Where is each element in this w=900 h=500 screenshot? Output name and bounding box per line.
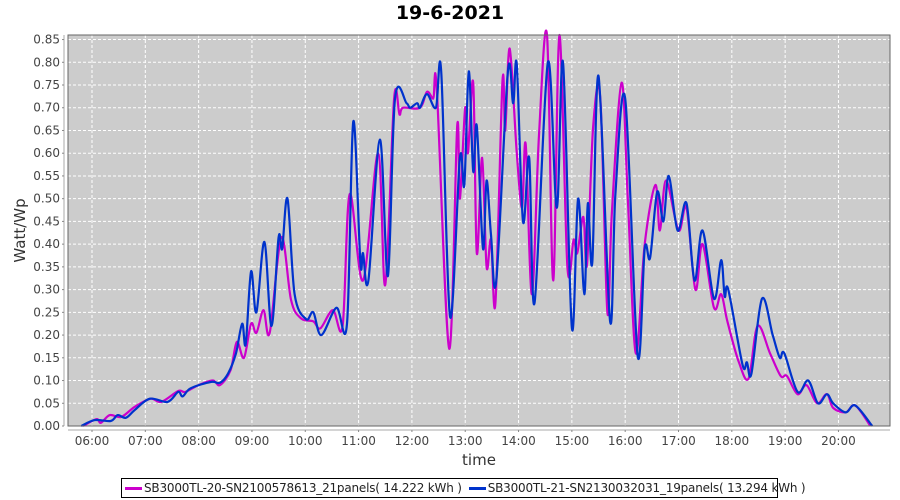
line-chart: 0.00 0.05 0.10 0.15 0.20 0.25 0.30 0.35 0.40 0.45…	[11, 29, 891, 469]
x-axis: 06:00 07:00 08:00 09:00 10:00 11:00 12:00 13:00…	[68, 429, 890, 448]
y-tick-label: 0.10	[33, 374, 60, 388]
x-tick-label: 08:00	[181, 434, 216, 448]
y-tick-label: 0.50	[33, 192, 60, 206]
legend-swatch	[468, 486, 486, 490]
y-tick-label: 0.75	[33, 78, 60, 92]
legend: SB3000TL-20-SN2100578613_21panels( 14.22…	[121, 478, 806, 498]
y-axis: 0.00 0.05 0.10 0.15 0.20 0.25 0.30 0.35 0.40 0.45…	[33, 33, 65, 433]
x-tick-label: 15:00	[555, 434, 590, 448]
x-tick-label: 10:00	[288, 434, 323, 448]
y-tick-label: 0.00	[33, 419, 60, 433]
plot-border	[67, 34, 891, 427]
legend-swatch	[125, 486, 142, 490]
y-tick-label: 0.40	[33, 237, 60, 251]
y-tick-label: 0.60	[33, 146, 60, 160]
y-tick-label: 0.35	[33, 260, 60, 274]
x-tick-label: 11:00	[341, 434, 376, 448]
x-tick-label: 14:00	[501, 434, 536, 448]
x-tick-label: 13:00	[448, 434, 483, 448]
chart-title: 19-6-2021	[395, 2, 505, 24]
y-tick-label: 0.25	[33, 305, 60, 319]
legend-label: SB3000TL-21-SN2130032031_19panels( 13.29…	[487, 481, 806, 495]
x-tick-label: 19:00	[768, 434, 803, 448]
x-tick-label: 18:00	[715, 434, 750, 448]
y-tick-label: 0.80	[33, 55, 60, 69]
x-axis-label: time	[462, 451, 496, 469]
y-tick-label: 0.15	[33, 351, 60, 365]
y-tick-label: 0.55	[33, 169, 60, 183]
y-axis-label: Watt/Wp	[11, 198, 29, 262]
legend-item-sb3000tl-20: SB3000TL-20-SN2100578613_21panels( 14.22…	[125, 481, 462, 495]
series-line-1	[80, 59, 874, 428]
y-tick-label: 0.05	[33, 396, 60, 410]
x-tick-label: 20:00	[821, 434, 856, 448]
x-tick-label: 17:00	[661, 434, 696, 448]
x-tick-label: 12:00	[395, 434, 430, 448]
x-tick-label: 06:00	[75, 434, 110, 448]
y-tick-label: 0.70	[33, 101, 60, 115]
x-tick-label: 16:00	[608, 434, 643, 448]
legend-item-sb3000tl-21: SB3000TL-21-SN2130032031_19panels( 13.29…	[468, 481, 806, 495]
y-tick-label: 0.20	[33, 328, 60, 342]
y-tick-label: 0.45	[33, 214, 60, 228]
x-tick-label: 09:00	[235, 434, 270, 448]
y-tick-label: 0.85	[33, 33, 60, 47]
y-tick-label: 0.65	[33, 123, 60, 137]
x-tick-label: 07:00	[128, 434, 163, 448]
legend-label: SB3000TL-20-SN2100578613_21panels( 14.22…	[144, 481, 462, 495]
y-tick-label: 0.30	[33, 283, 60, 297]
series-lines	[80, 29, 874, 428]
